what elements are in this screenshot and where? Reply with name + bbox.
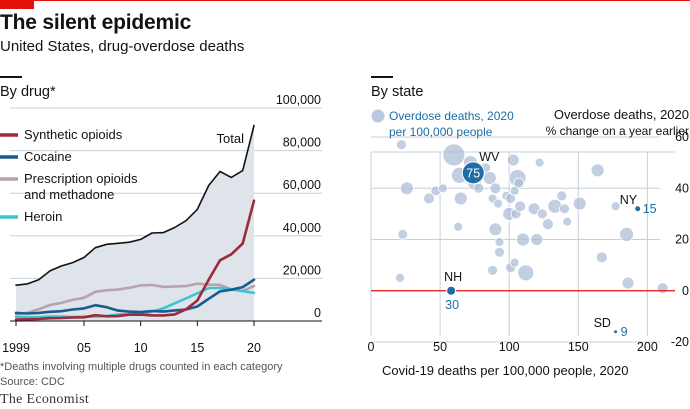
state-bubble xyxy=(505,193,517,204)
state-bubble xyxy=(536,208,548,220)
left-section-title: By drug* xyxy=(0,84,56,100)
state-value-nh: 30 xyxy=(445,298,459,312)
highlight-bubble-ny xyxy=(634,205,642,213)
y-tick-label: 60 xyxy=(675,130,689,144)
state-bubble xyxy=(489,182,502,195)
chart-title: The silent epidemic xyxy=(0,11,192,34)
x-tick-label: 05 xyxy=(77,341,91,355)
x-tick-label: 1999 xyxy=(2,341,30,355)
state-bubble xyxy=(509,257,520,268)
y-tick-label: 60,000 xyxy=(283,178,321,192)
state-bubble xyxy=(530,233,544,246)
state-bubble xyxy=(534,157,545,168)
legend-label-synthetic: Synthetic opioids xyxy=(24,127,123,142)
size-legend-bubble xyxy=(371,109,385,123)
x-axis-label: Covid-19 deaths per 100,000 people, 2020 xyxy=(382,363,628,378)
state-bubble xyxy=(621,276,635,290)
x-tick-label: 0 xyxy=(368,340,375,354)
state-bubble xyxy=(556,190,568,202)
state-value-wv: 75 xyxy=(466,166,480,180)
state-label-wv: WV xyxy=(479,150,500,164)
state-bubble xyxy=(506,153,520,167)
y-axis-label: Overdose deaths, 2020 xyxy=(554,107,689,122)
total-series-label: Total xyxy=(217,131,245,146)
y-tick-label: -20 xyxy=(671,335,689,349)
state-bubble xyxy=(542,218,554,231)
state-bubble xyxy=(473,182,485,194)
y-tick-label: 0 xyxy=(682,284,689,298)
legend-label-heroin: Heroin xyxy=(24,209,62,224)
right-section-rule xyxy=(371,76,393,78)
state-bubble xyxy=(395,139,407,151)
y-axis-sublabel: % change on a year earlier xyxy=(546,124,689,138)
state-bubble xyxy=(453,191,468,206)
legend-label-prescription: Prescription opioids and methadone xyxy=(24,171,138,202)
state-bubble xyxy=(487,264,499,276)
x-tick-label: 150 xyxy=(568,340,589,354)
state-bubble xyxy=(423,192,435,205)
series-line-synthetic xyxy=(14,199,256,321)
source-note: Source: CDC xyxy=(0,376,65,388)
state-bubble xyxy=(494,237,505,248)
state-bubble xyxy=(513,177,525,189)
state-value-ny: 15 xyxy=(643,202,657,216)
highlight-bubble-wv xyxy=(461,161,485,185)
state-bubble xyxy=(516,232,530,247)
state-bubble xyxy=(527,202,541,216)
state-bubble xyxy=(453,221,464,232)
state-bubble xyxy=(437,183,448,194)
state-bubble xyxy=(619,226,634,242)
state-bubble xyxy=(572,196,587,211)
state-bubble xyxy=(399,181,414,196)
series-line-prescription xyxy=(14,282,256,316)
y-tick-label: 20,000 xyxy=(283,263,321,277)
x-tick-label: 20 xyxy=(247,341,261,355)
brand-rule xyxy=(0,0,690,1)
x-tick-label: 50 xyxy=(433,340,447,354)
left-section-rule xyxy=(0,76,22,78)
x-tick-label: 15 xyxy=(190,341,204,355)
x-tick-label: 10 xyxy=(134,341,148,355)
state-bubble xyxy=(442,143,466,167)
state-bubble xyxy=(656,282,669,295)
state-label-ny: NY xyxy=(620,193,638,207)
y-tick-label: 0 xyxy=(314,306,321,320)
highlight-bubble-nh xyxy=(446,285,457,296)
state-label-nh: NH xyxy=(444,270,462,284)
footnote: *Deaths involving multiple drugs counted… xyxy=(0,361,283,373)
state-bubble xyxy=(595,251,608,264)
chart-subtitle: United States, drug-overdose deaths xyxy=(0,38,245,55)
state-bubble xyxy=(494,246,505,258)
economist-logo: The Economist xyxy=(0,392,90,407)
legend-label-cocaine: Cocaine xyxy=(24,149,72,164)
state-bubble xyxy=(590,163,605,178)
series-line-cocaine xyxy=(14,278,256,315)
y-tick-label: 100,000 xyxy=(276,93,321,107)
highlight-bubble-sd xyxy=(613,329,619,335)
x-tick-label: 100 xyxy=(499,340,520,354)
state-bubble xyxy=(517,264,535,282)
y-tick-label: 40,000 xyxy=(283,221,321,235)
state-bubble xyxy=(610,201,621,212)
state-bubble xyxy=(395,272,405,283)
state-value-sd: 9 xyxy=(621,325,628,339)
state-bubble xyxy=(493,198,504,209)
state-bubble xyxy=(559,203,570,215)
total-area xyxy=(16,125,254,321)
right-section-title: By state xyxy=(371,84,424,100)
x-tick-label: 200 xyxy=(637,340,658,354)
size-legend-label: Overdose deaths, 2020 per 100,000 people xyxy=(389,109,514,139)
y-tick-label: 40 xyxy=(675,181,689,195)
state-bubble xyxy=(562,216,573,227)
state-bubble xyxy=(514,200,527,213)
y-tick-label: 80,000 xyxy=(283,136,321,150)
y-tick-label: 20 xyxy=(675,233,689,247)
state-bubble xyxy=(488,222,503,237)
brand-red-tab xyxy=(0,0,34,9)
series-line-total xyxy=(15,124,255,287)
state-label-sd: SD xyxy=(594,316,611,330)
state-bubble xyxy=(397,228,409,240)
